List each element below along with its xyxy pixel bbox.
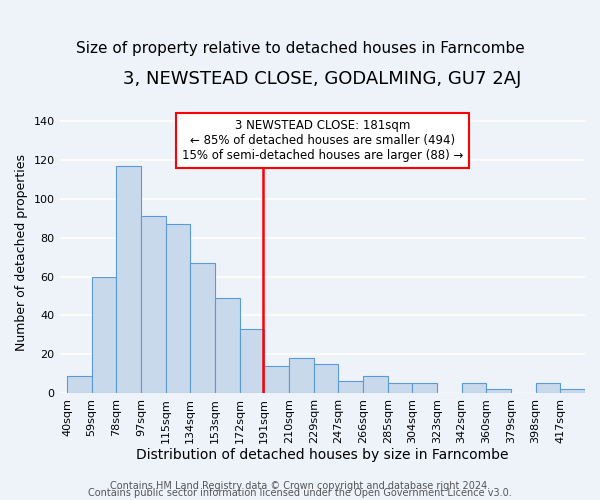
Bar — [116, 166, 141, 393]
Bar — [239, 329, 264, 393]
Text: Size of property relative to detached houses in Farncombe: Size of property relative to detached ho… — [76, 40, 524, 56]
Bar — [92, 276, 116, 393]
X-axis label: Distribution of detached houses by size in Farncombe: Distribution of detached houses by size … — [136, 448, 509, 462]
Y-axis label: Number of detached properties: Number of detached properties — [15, 154, 28, 351]
Title: 3, NEWSTEAD CLOSE, GODALMING, GU7 2AJ: 3, NEWSTEAD CLOSE, GODALMING, GU7 2AJ — [123, 70, 521, 88]
Bar — [388, 384, 412, 393]
Bar — [487, 389, 511, 393]
Bar — [363, 376, 388, 393]
Bar — [412, 384, 437, 393]
Bar — [215, 298, 239, 393]
Bar — [314, 364, 338, 393]
Bar — [67, 376, 92, 393]
Bar — [338, 382, 363, 393]
Bar — [264, 366, 289, 393]
Bar — [166, 224, 190, 393]
Bar — [190, 263, 215, 393]
Bar — [289, 358, 314, 393]
Bar — [141, 216, 166, 393]
Bar — [536, 384, 560, 393]
Bar — [560, 389, 585, 393]
Text: Contains HM Land Registry data © Crown copyright and database right 2024.: Contains HM Land Registry data © Crown c… — [110, 481, 490, 491]
Text: Contains public sector information licensed under the Open Government Licence v3: Contains public sector information licen… — [88, 488, 512, 498]
Text: 3 NEWSTEAD CLOSE: 181sqm
← 85% of detached houses are smaller (494)
15% of semi-: 3 NEWSTEAD CLOSE: 181sqm ← 85% of detach… — [182, 119, 463, 162]
Bar — [461, 384, 487, 393]
